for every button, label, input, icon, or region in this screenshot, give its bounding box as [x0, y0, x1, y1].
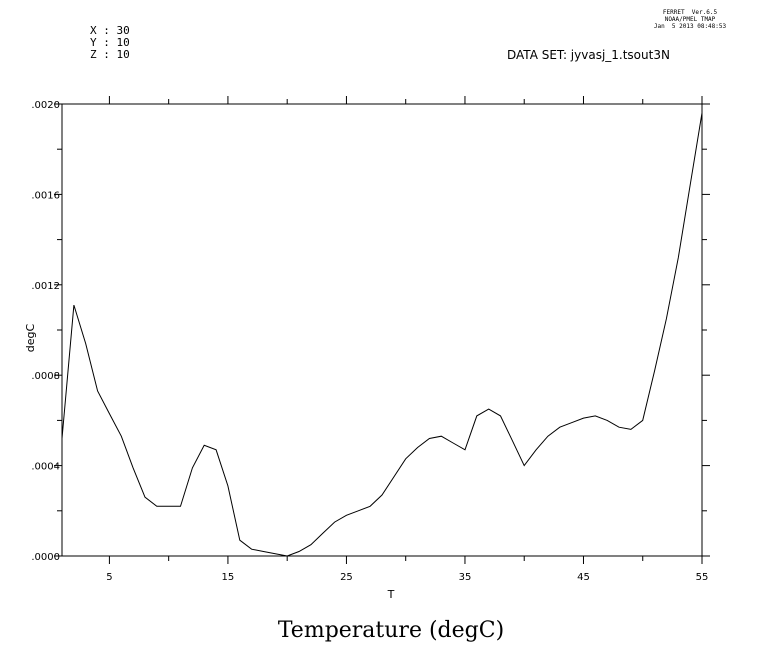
x-tick-label: 15 [222, 572, 235, 583]
x-tick-label: 5 [106, 572, 112, 583]
x-tick-label: 45 [577, 572, 590, 583]
x-tick-label: 25 [340, 572, 353, 583]
y-tick-label: .0012 [31, 281, 60, 292]
program-version: FERRET Ver.6.5 [662, 9, 718, 16]
y-tick-label: .0008 [31, 371, 60, 382]
coord-x: X : 30 [90, 24, 130, 37]
y-axis-label: degC [24, 323, 37, 352]
y-tick-label: .0000 [31, 552, 60, 563]
coord-z: Z : 10 [90, 48, 130, 61]
x-tick-label: 55 [696, 572, 709, 583]
y-tick-label: .0016 [31, 190, 60, 201]
y-tick-label: .0020 [31, 100, 60, 111]
program-org: NOAA/PMEL TMAP [664, 16, 716, 23]
x-axis-label: T [387, 588, 395, 601]
dataset-label: DATA SET: jyvasj_1.tsout3N [507, 48, 670, 62]
coord-y: Y : 10 [90, 36, 130, 49]
series-line [61, 112, 703, 557]
plot-frame [61, 103, 703, 557]
chart-title: Temperature (degC) [278, 618, 504, 643]
program-date: Jan 5 2013 08:48:53 [653, 23, 727, 30]
y-tick-label: .0004 [31, 462, 60, 473]
x-tick-label: 35 [459, 572, 472, 583]
